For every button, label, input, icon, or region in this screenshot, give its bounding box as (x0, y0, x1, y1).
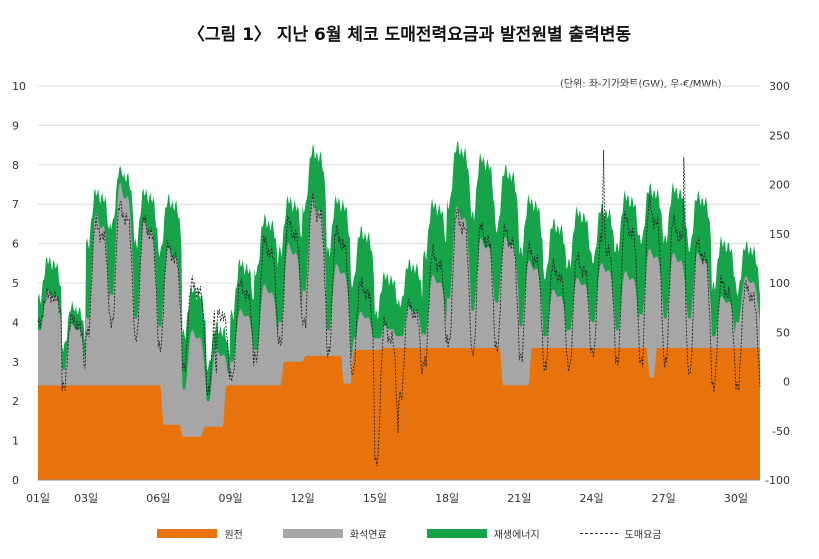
legend-label-price: 도매요금 (624, 530, 662, 541)
right-axis-ticks: -100 -50 0 50 100 150 200 250 300 (765, 80, 790, 487)
left-tick-label: 10 (12, 80, 26, 93)
x-tick-label: 09일 (218, 491, 242, 505)
right-tick-label: 150 (769, 228, 790, 241)
right-tick-label: -100 (765, 474, 790, 487)
chart-plot: 0 1 2 3 4 5 6 7 8 9 10 -100 -50 0 50 100 150 200 250 300 0… (12, 80, 790, 505)
right-tick-label: 100 (769, 277, 790, 290)
x-tick-label: 30일 (724, 491, 748, 505)
x-tick-label: 03일 (74, 491, 98, 505)
right-tick-label: 0 (783, 376, 790, 389)
x-tick-label: 12일 (291, 491, 315, 505)
legend-label-fossil: 화석연료 (349, 530, 387, 541)
left-tick-label: 0 (12, 474, 19, 487)
legend-swatch-renewable (426, 529, 487, 538)
left-tick-label: 5 (12, 277, 19, 290)
left-tick-label: 4 (12, 316, 19, 329)
legend-swatch-fossil (282, 529, 343, 538)
chart-title: 〈그림 1〉 지난 6월 체코 도매전력요금과 발전원별 출력변동 (187, 25, 632, 45)
legend-label-renewable: 재생에너지 (493, 530, 540, 541)
x-tick-label: 15일 (363, 491, 387, 505)
right-tick-label: 300 (769, 80, 790, 93)
legend: 원전 화석연료 재생에너지 도매요금 (0, 526, 819, 541)
legend-swatch-price (579, 533, 618, 534)
x-axis-ticks: 01일 03일 06일 09일 12일 15일 18일 21일 24일 27일 30일 (26, 479, 760, 505)
left-tick-label: 6 (12, 238, 19, 251)
right-tick-label: -50 (772, 425, 790, 438)
line-price (37, 149, 761, 467)
left-tick-label: 3 (12, 356, 19, 369)
left-tick-label: 7 (12, 198, 19, 211)
price-line-layer (37, 149, 761, 467)
legend-item-price: 도매요금 (579, 526, 662, 541)
left-tick-label: 2 (12, 395, 19, 408)
right-tick-label: 250 (769, 129, 790, 142)
right-tick-label: 50 (776, 326, 790, 339)
x-tick-label: 27일 (652, 491, 676, 505)
left-axis-ticks: 0 1 2 3 4 5 6 7 8 9 10 (12, 80, 26, 487)
area-layers (38, 141, 760, 480)
legend-swatch-nuclear (157, 529, 218, 538)
legend-item-nuclear: 원전 (157, 526, 243, 541)
left-tick-label: 8 (12, 159, 19, 172)
legend-item-fossil: 화석연료 (282, 526, 387, 541)
legend-item-renewable: 재생에너지 (426, 526, 540, 541)
left-tick-label: 1 (12, 435, 19, 448)
x-tick-label: 01일 (26, 491, 50, 505)
x-tick-label: 24일 (579, 491, 603, 505)
x-tick-label: 18일 (435, 491, 459, 505)
legend-label-nuclear: 원전 (224, 530, 243, 541)
x-tick-label: 06일 (146, 491, 170, 505)
unit-note: (단위: 좌-기가와트(GW), 우-€/MWh) (560, 79, 722, 90)
x-tick-label: 21일 (507, 491, 531, 505)
left-tick-label: 9 (12, 119, 19, 132)
right-tick-label: 200 (769, 179, 790, 192)
